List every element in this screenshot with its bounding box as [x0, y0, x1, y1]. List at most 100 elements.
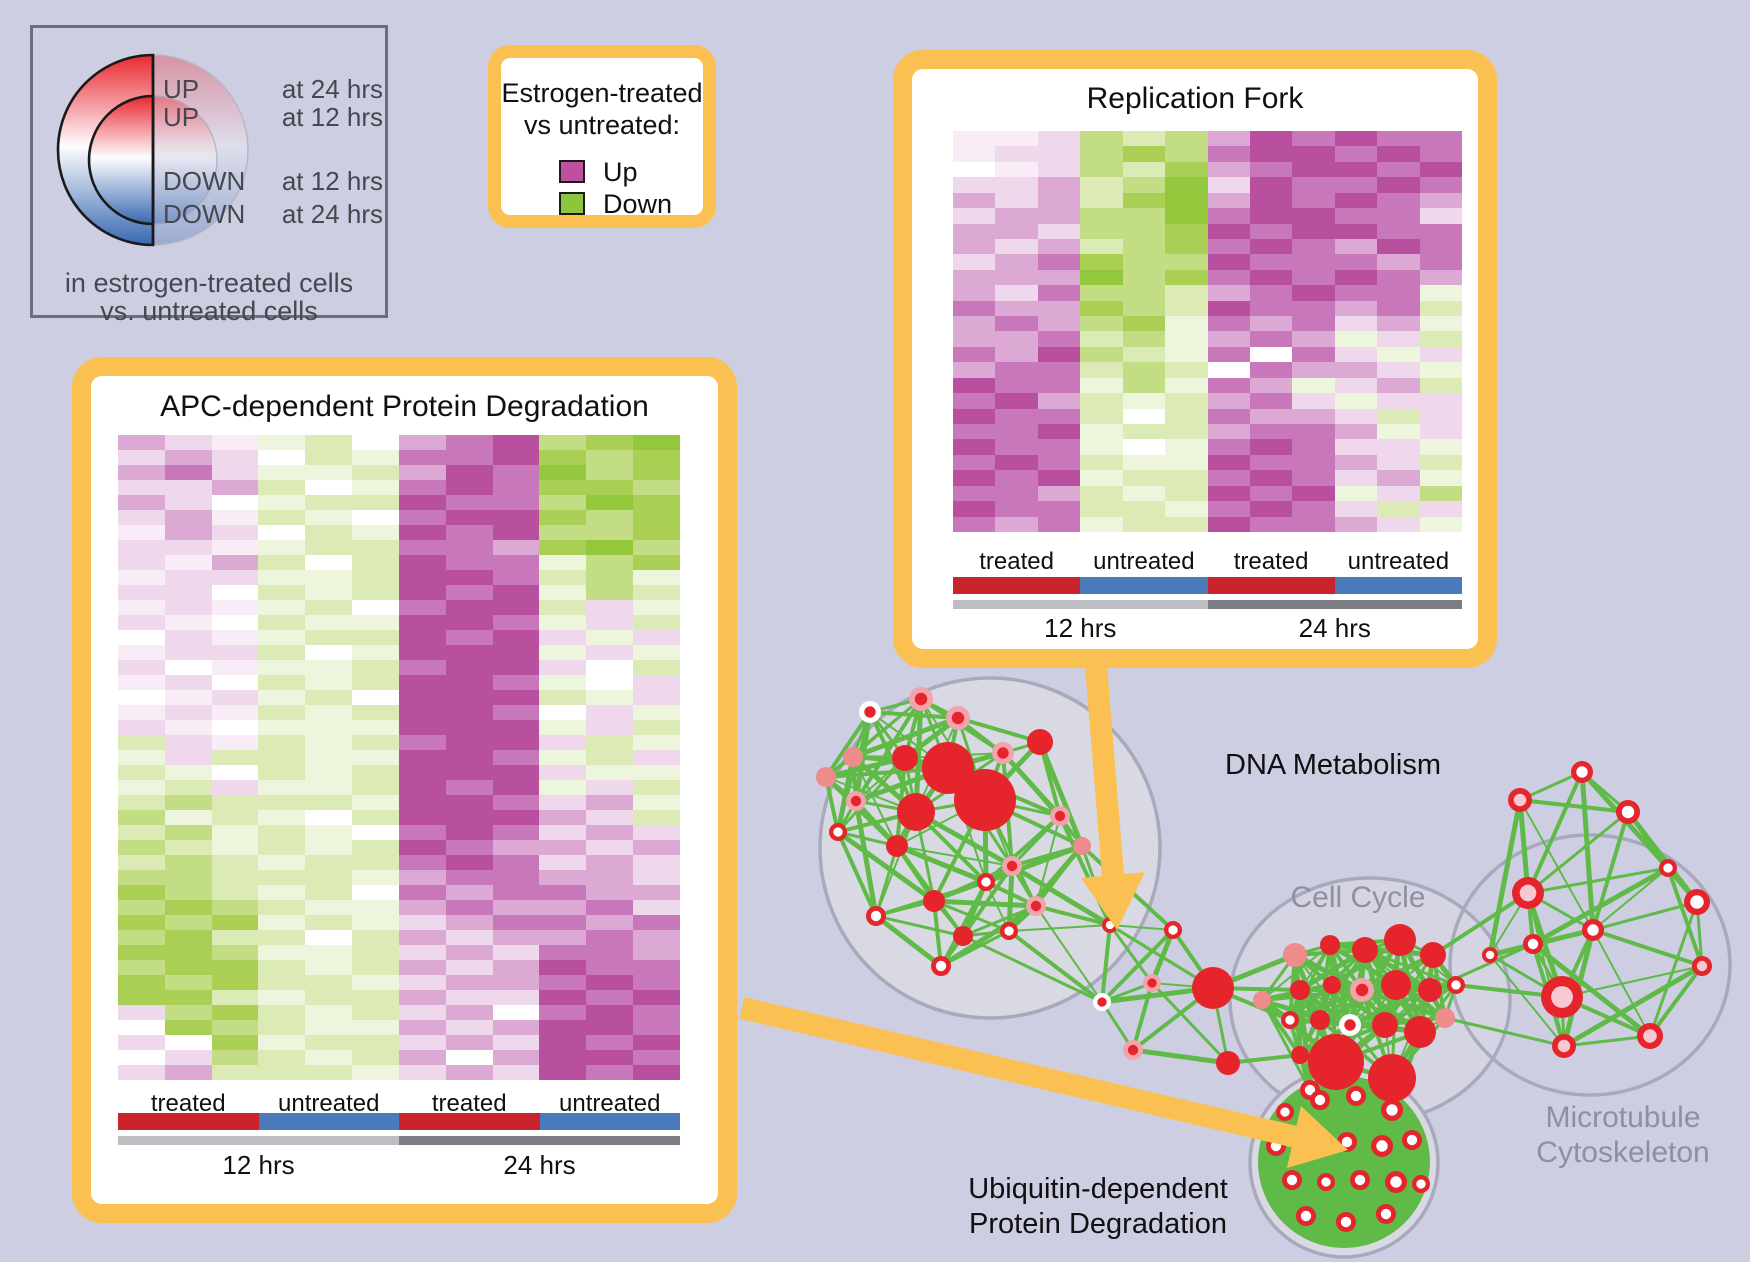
network-node-core: [1054, 810, 1066, 822]
heatmap-cell: [633, 555, 680, 570]
heatmap-cell: [953, 408, 996, 425]
network-link: [1429, 942, 1534, 992]
heatmap-cell: [633, 765, 680, 780]
heatmap-cell: [492, 600, 540, 615]
heatmap-cell: [586, 1005, 634, 1020]
heatmap-cell: [633, 480, 680, 495]
heatmap-cell: [539, 690, 587, 705]
network-edge: [852, 715, 959, 760]
heatmap-cell: [258, 720, 306, 735]
heatmap-cell: [118, 690, 165, 705]
heatmap-cell: [1080, 316, 1123, 332]
network-node-core: [1341, 1136, 1353, 1148]
network-node-core: [1168, 925, 1178, 935]
legend-scale-box: UP at 24 hrs UP at 12 hrs DOWN at 12 hrs…: [30, 25, 388, 326]
heatmap-cell: [633, 930, 680, 945]
network-node-core: [1314, 1094, 1326, 1106]
heatmap-cell: [586, 810, 634, 825]
heatmap-cell: [1165, 223, 1208, 239]
heatmap-cell: [1122, 331, 1166, 347]
heatmap-cell: [586, 720, 634, 735]
heatmap-cell: [953, 254, 996, 270]
rf-group-labels: treated untreated treated untreated: [953, 548, 1462, 575]
heatmap-cell: [492, 915, 540, 930]
heatmap-cell: [1249, 501, 1293, 517]
network-node: [1192, 967, 1234, 1009]
heatmap-cell: [211, 840, 259, 855]
heatmap-cell: [164, 465, 212, 480]
heatmap-cell: [1207, 346, 1250, 363]
heatmap-cell: [1165, 238, 1208, 255]
heatmap-cell: [398, 780, 446, 795]
heatmap-cell: [492, 675, 540, 690]
heatmap-cell: [1292, 516, 1335, 532]
heatmap-cell: [164, 795, 212, 810]
heatmap-cell: [305, 870, 353, 885]
heatmap-cell: [305, 615, 353, 630]
heatmap-cell: [164, 615, 212, 630]
heatmap-cell: [586, 915, 634, 930]
heatmap-cell: [1165, 269, 1208, 286]
heatmap-cell: [258, 885, 306, 900]
network-edge: [1010, 814, 1062, 868]
heatmap-cell: [164, 1035, 212, 1050]
network-edge: [1666, 867, 1704, 967]
heatmap-cell: [445, 1005, 493, 1020]
heatmap-cell: [258, 990, 306, 1005]
heatmap-cell: [1292, 269, 1335, 286]
microtubule-label-line2: Cytoskeleton: [1536, 1136, 1710, 1169]
heatmap-cell: [305, 495, 353, 510]
heatmap-cell: [492, 810, 540, 825]
heatmap-cell: [633, 600, 680, 615]
heatmap-cell: [445, 765, 493, 780]
heatmap-cell: [1334, 485, 1378, 502]
heatmap-cell: [445, 585, 493, 600]
apc-bar-untreated-12: [258, 1113, 399, 1130]
heatmap-cell: [1122, 300, 1166, 317]
heatmap-cell: [1419, 208, 1462, 224]
heatmap-cell: [352, 930, 399, 945]
heatmap-cell: [118, 585, 165, 600]
network-edge: [1348, 987, 1432, 1028]
heatmap-cell: [305, 720, 353, 735]
rf-bar-untreated-12: [1080, 577, 1208, 594]
heatmap-cell: [1037, 424, 1081, 440]
network-node: [1253, 991, 1271, 1009]
heatmap-cell: [164, 945, 212, 960]
rf-time-bar: [953, 600, 1462, 609]
heatmap-cell: [352, 870, 399, 885]
network-node: [1283, 943, 1307, 967]
heatmap-cell: [211, 915, 259, 930]
heatmap-cell: [1037, 177, 1081, 193]
heatmap-cell: [492, 510, 540, 525]
heatmap-cell: [539, 990, 587, 1005]
heatmap-cell: [398, 465, 446, 480]
network-node-core: [1340, 1216, 1352, 1228]
heatmap-cell: [1165, 393, 1208, 409]
heatmap-cell: [586, 855, 634, 870]
heatmap-cell: [633, 675, 680, 690]
heatmap-cell: [492, 975, 540, 990]
heatmap-cell: [1165, 501, 1208, 517]
heatmap-cell: [492, 1050, 540, 1065]
heatmap-cell: [1419, 408, 1462, 425]
network-edge: [875, 914, 964, 938]
network-node-core: [1663, 863, 1673, 873]
network-node: [1308, 1034, 1364, 1090]
heatmap-cell: [164, 555, 212, 570]
heatmap-cell: [633, 720, 680, 735]
heatmap-cell: [633, 840, 680, 855]
heatmap-cell: [1292, 362, 1335, 378]
heatmap-cell: [1165, 346, 1208, 363]
heatmap-cell: [305, 975, 353, 990]
heatmap-cell: [211, 480, 259, 495]
heatmap-cell: [305, 855, 353, 870]
heatmap-cell: [1334, 377, 1378, 394]
heatmap-cell: [1292, 161, 1335, 178]
heatmap-cell: [1165, 300, 1208, 317]
figure-bottom-margin: [0, 1262, 1750, 1279]
heatmap-cell: [633, 780, 680, 795]
heatmap-cell: [164, 780, 212, 795]
heatmap-cell: [1037, 238, 1081, 255]
legend-updown-box: Estrogen-treated vs untreated: Up Down: [488, 45, 716, 228]
